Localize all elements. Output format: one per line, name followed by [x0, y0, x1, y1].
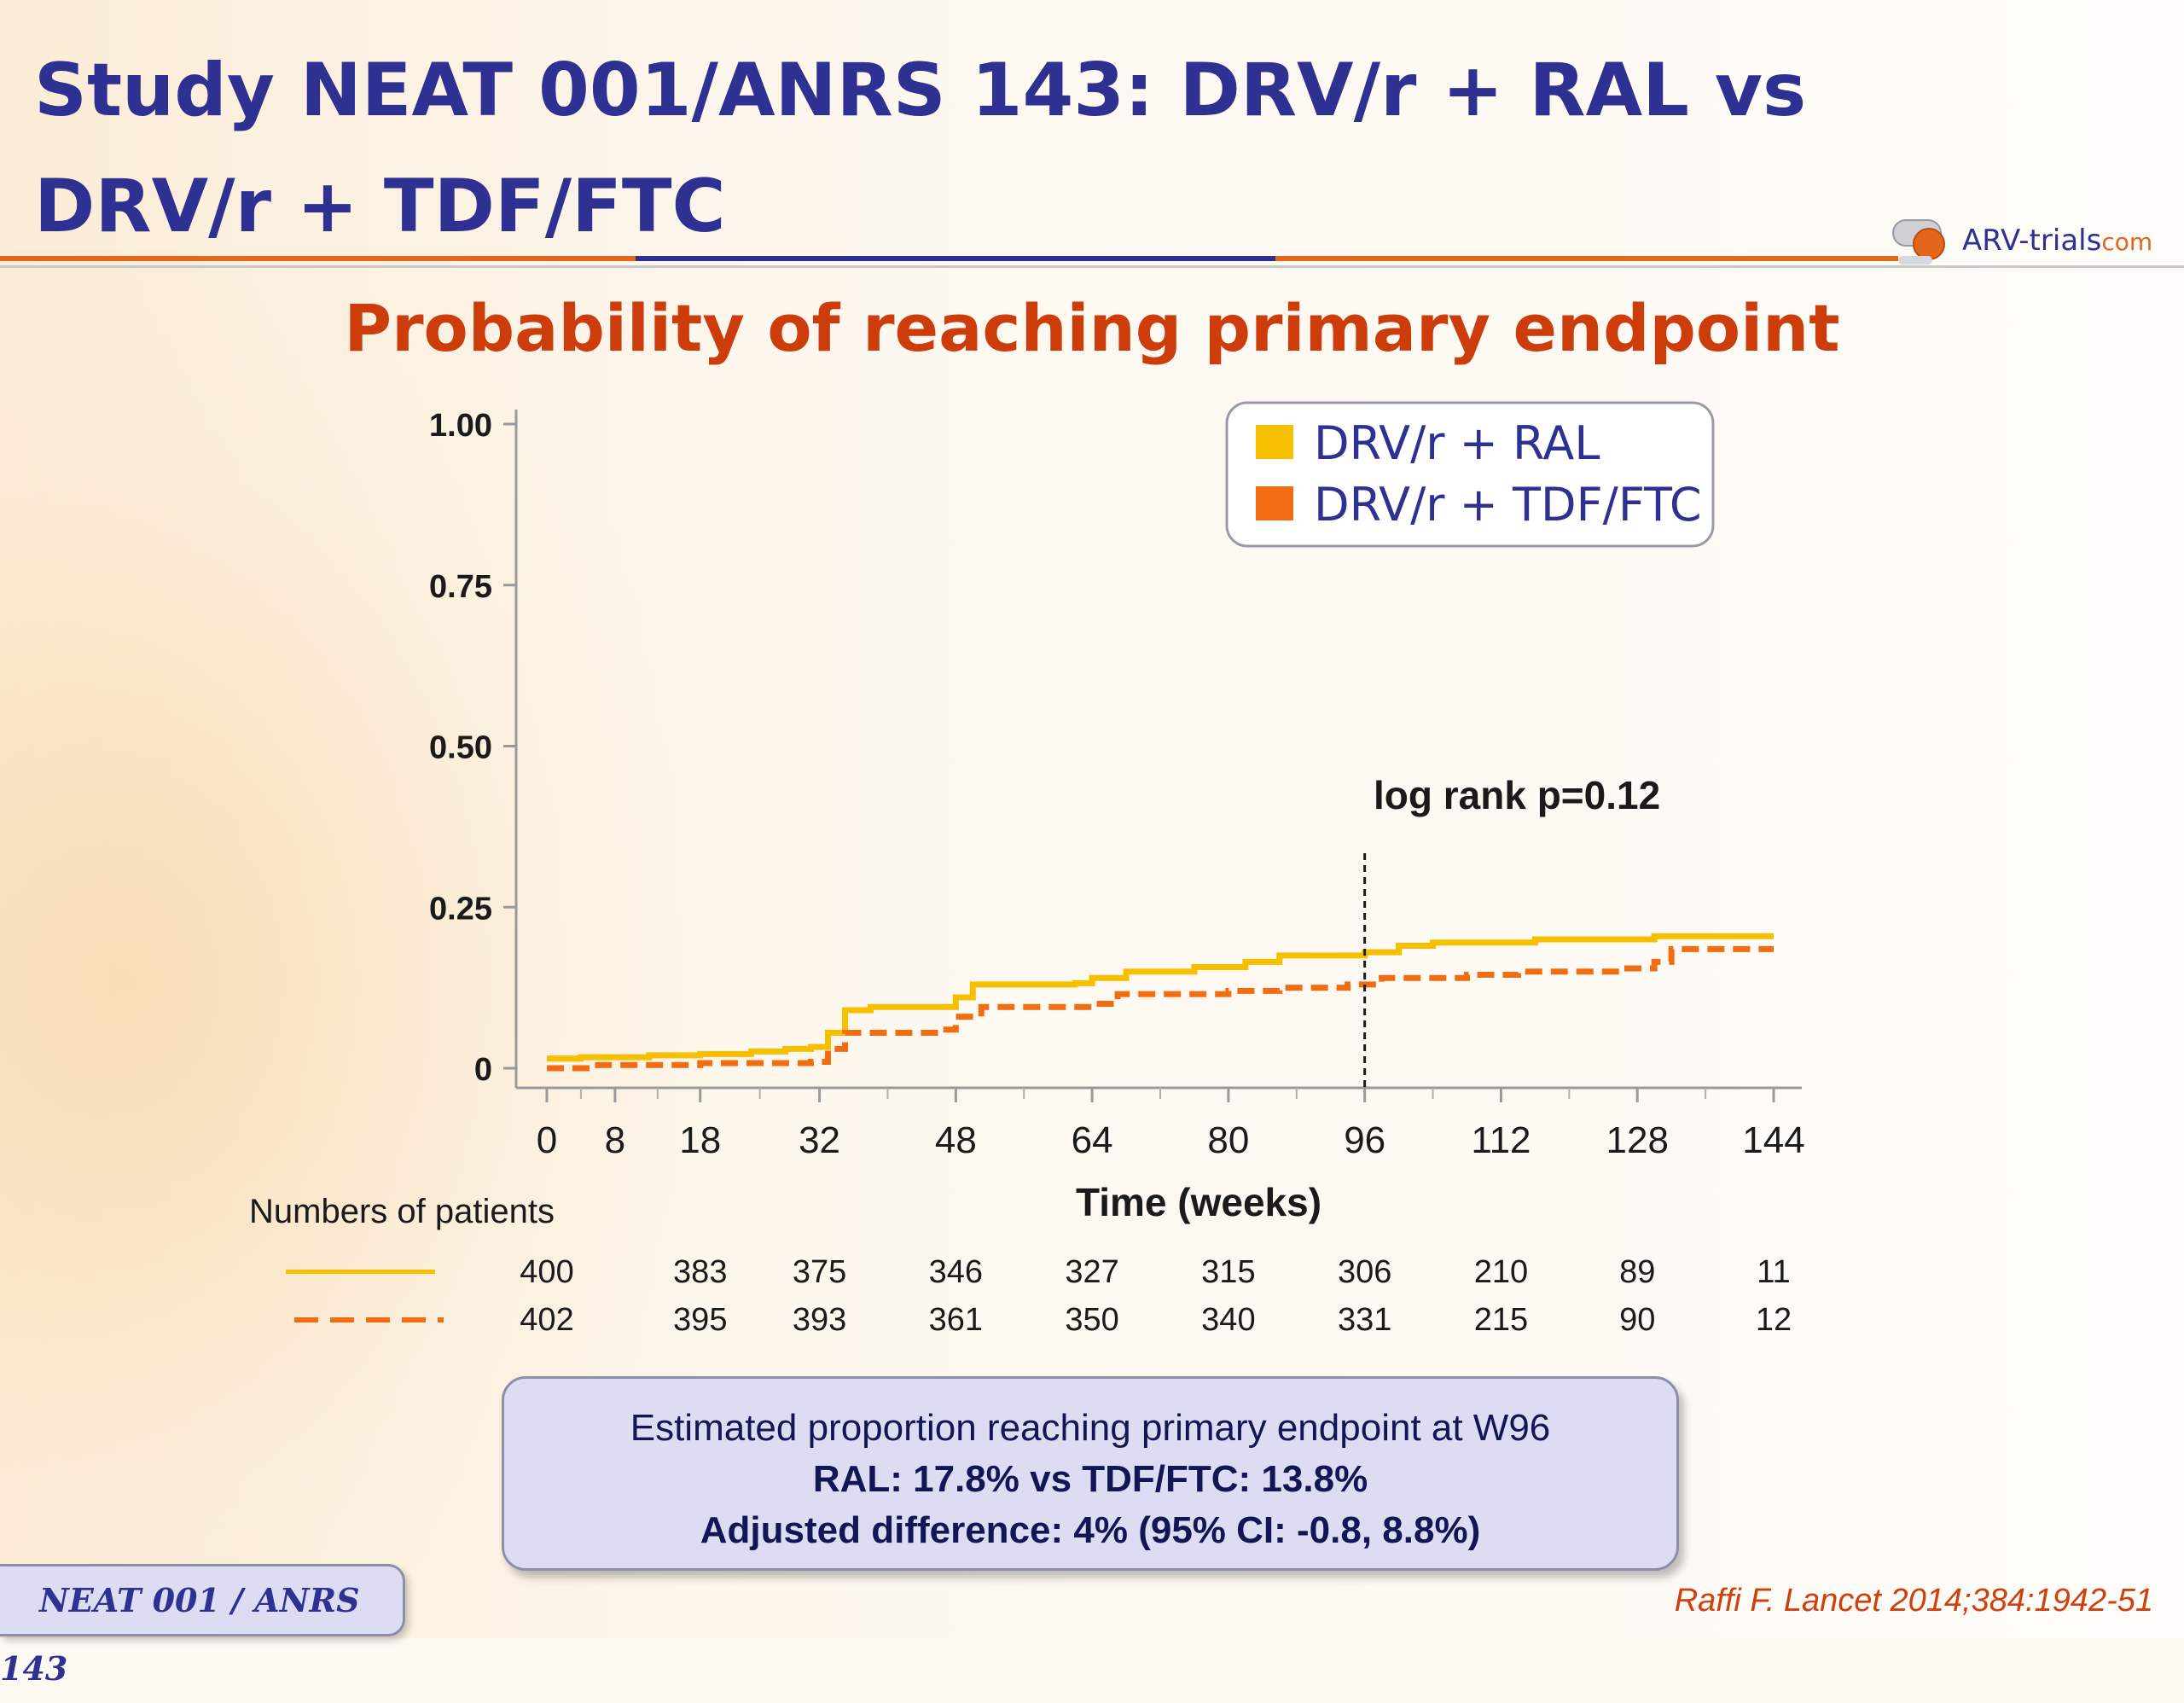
patient-count-ral: 383 [673, 1254, 728, 1290]
study-footer-label: NEAT 001 / ANRS 143 [0, 1564, 405, 1688]
patient-count-tdf: 340 [1201, 1302, 1256, 1338]
patient-count-tdf: 90 [1619, 1302, 1656, 1338]
y-tick-label-0.75: 0.75 [429, 569, 492, 605]
slide-background [0, 0, 2184, 1638]
y-tick-label-0: 0 [474, 1052, 492, 1088]
log-rank-annotation: log rank p=0.12 [1374, 773, 1660, 817]
chart-annotations: log rank p=0.12 [1363, 773, 1660, 1088]
title-rule-blue [636, 256, 1275, 261]
x-tick-label-18: 18 [679, 1119, 721, 1161]
y-tick-label-0.50: 0.50 [429, 730, 492, 766]
pill-icon [1892, 219, 1945, 264]
patient-count-ral: 306 [1337, 1254, 1392, 1290]
title-rule-grey [0, 265, 2184, 268]
logo-text: ARV-trials [1962, 224, 2102, 258]
summary-line-2: RAL: 17.8% vs TDF/FTC: 13.8% [812, 1458, 1368, 1500]
patient-count-ral: 210 [1473, 1254, 1529, 1290]
logo-domain: com [2101, 228, 2153, 256]
x-tick-label-80: 80 [1207, 1119, 1249, 1161]
tdf-row-line-key [294, 1317, 444, 1322]
patient-count-tdf: 393 [792, 1302, 847, 1338]
patient-count-tdf: 331 [1337, 1302, 1392, 1338]
arv-trials-logo: ARV-trialscom [1890, 212, 2163, 273]
patient-count-ral: 327 [1065, 1254, 1119, 1290]
patient-count-ral: 346 [928, 1254, 984, 1290]
numbers-of-patients-header: Numbers of patients [249, 1193, 555, 1230]
series-line-drv-tdf-ftc [547, 945, 1774, 1072]
x-tick-label-144: 144 [1742, 1119, 1804, 1161]
patient-count-ral: 89 [1619, 1254, 1656, 1290]
legend-label-0: DRV/r + RAL [1314, 416, 1600, 470]
patient-count-ral: 400 [520, 1254, 574, 1290]
x-tick-label-64: 64 [1072, 1119, 1113, 1161]
y-tick-label-1.00: 1.00 [429, 408, 492, 444]
title-rule-orange-2 [1275, 256, 1898, 261]
summary-line-1: Estimated proportion reaching primary en… [630, 1407, 1551, 1449]
patient-count-tdf: 350 [1065, 1302, 1119, 1338]
patient-count-ral: 11 [1757, 1254, 1791, 1290]
legend-swatch-0 [1256, 425, 1293, 459]
patient-count-ral: 315 [1201, 1254, 1256, 1290]
km-chart: DRV/r + RAL DRV/r + TDF/FTC 0 8 18 32 48 64 80 9… [429, 401, 1805, 1224]
x-tick-label-128: 128 [1606, 1119, 1669, 1161]
series-line-drv-ral [547, 933, 1774, 1062]
x-tick-label-8: 8 [605, 1119, 625, 1161]
slide-title: Study NEAT 001/ANRS 143: DRV/r + RAL vs … [34, 48, 1807, 249]
y-tick-label-0.25: 0.25 [429, 891, 492, 927]
x-tick-label-32: 32 [799, 1119, 840, 1161]
x-tick-label-0: 0 [537, 1119, 557, 1161]
chart-ticks: 0 8 18 32 48 64 80 96 112 128 144 0 0.25 0.50 0.75 1.00… [429, 408, 1805, 1224]
x-tick-label-96: 96 [1344, 1119, 1385, 1161]
summary-box: Estimated proportion reaching primary en… [502, 1376, 1679, 1571]
patient-count-tdf: 361 [928, 1302, 984, 1338]
legend-box [1225, 401, 1715, 548]
x-axis-label: Time (weeks) [1076, 1180, 1321, 1224]
chart-legend: DRV/r + RAL DRV/r + TDF/FTC [1225, 401, 1715, 548]
patient-count-tdf: 215 [1473, 1302, 1529, 1338]
patient-count-tdf: 395 [673, 1302, 728, 1338]
x-tick-label-48: 48 [935, 1119, 977, 1161]
chart-axes [514, 410, 1802, 1090]
patient-count-tdf: 12 [1755, 1302, 1792, 1338]
x-tick-label-112: 112 [1471, 1119, 1531, 1161]
patient-count-ral: 375 [792, 1254, 847, 1290]
patient-count-tdf: 402 [520, 1302, 574, 1338]
title-rule-orange [0, 256, 636, 261]
chart-series [547, 933, 1774, 1072]
citation: Raffi F. Lancet 2014;384:1942-51 [1674, 1583, 2153, 1619]
ral-row-line-key [286, 1270, 435, 1274]
legend-swatch-1 [1256, 486, 1293, 520]
chart-title: Probability of reaching primary endpoint [344, 290, 1840, 366]
summary-line-3: Adjusted difference: 4% (95% CI: -0.8, 8… [700, 1509, 1481, 1551]
legend-label-1: DRV/r + TDF/FTC [1314, 478, 1702, 532]
